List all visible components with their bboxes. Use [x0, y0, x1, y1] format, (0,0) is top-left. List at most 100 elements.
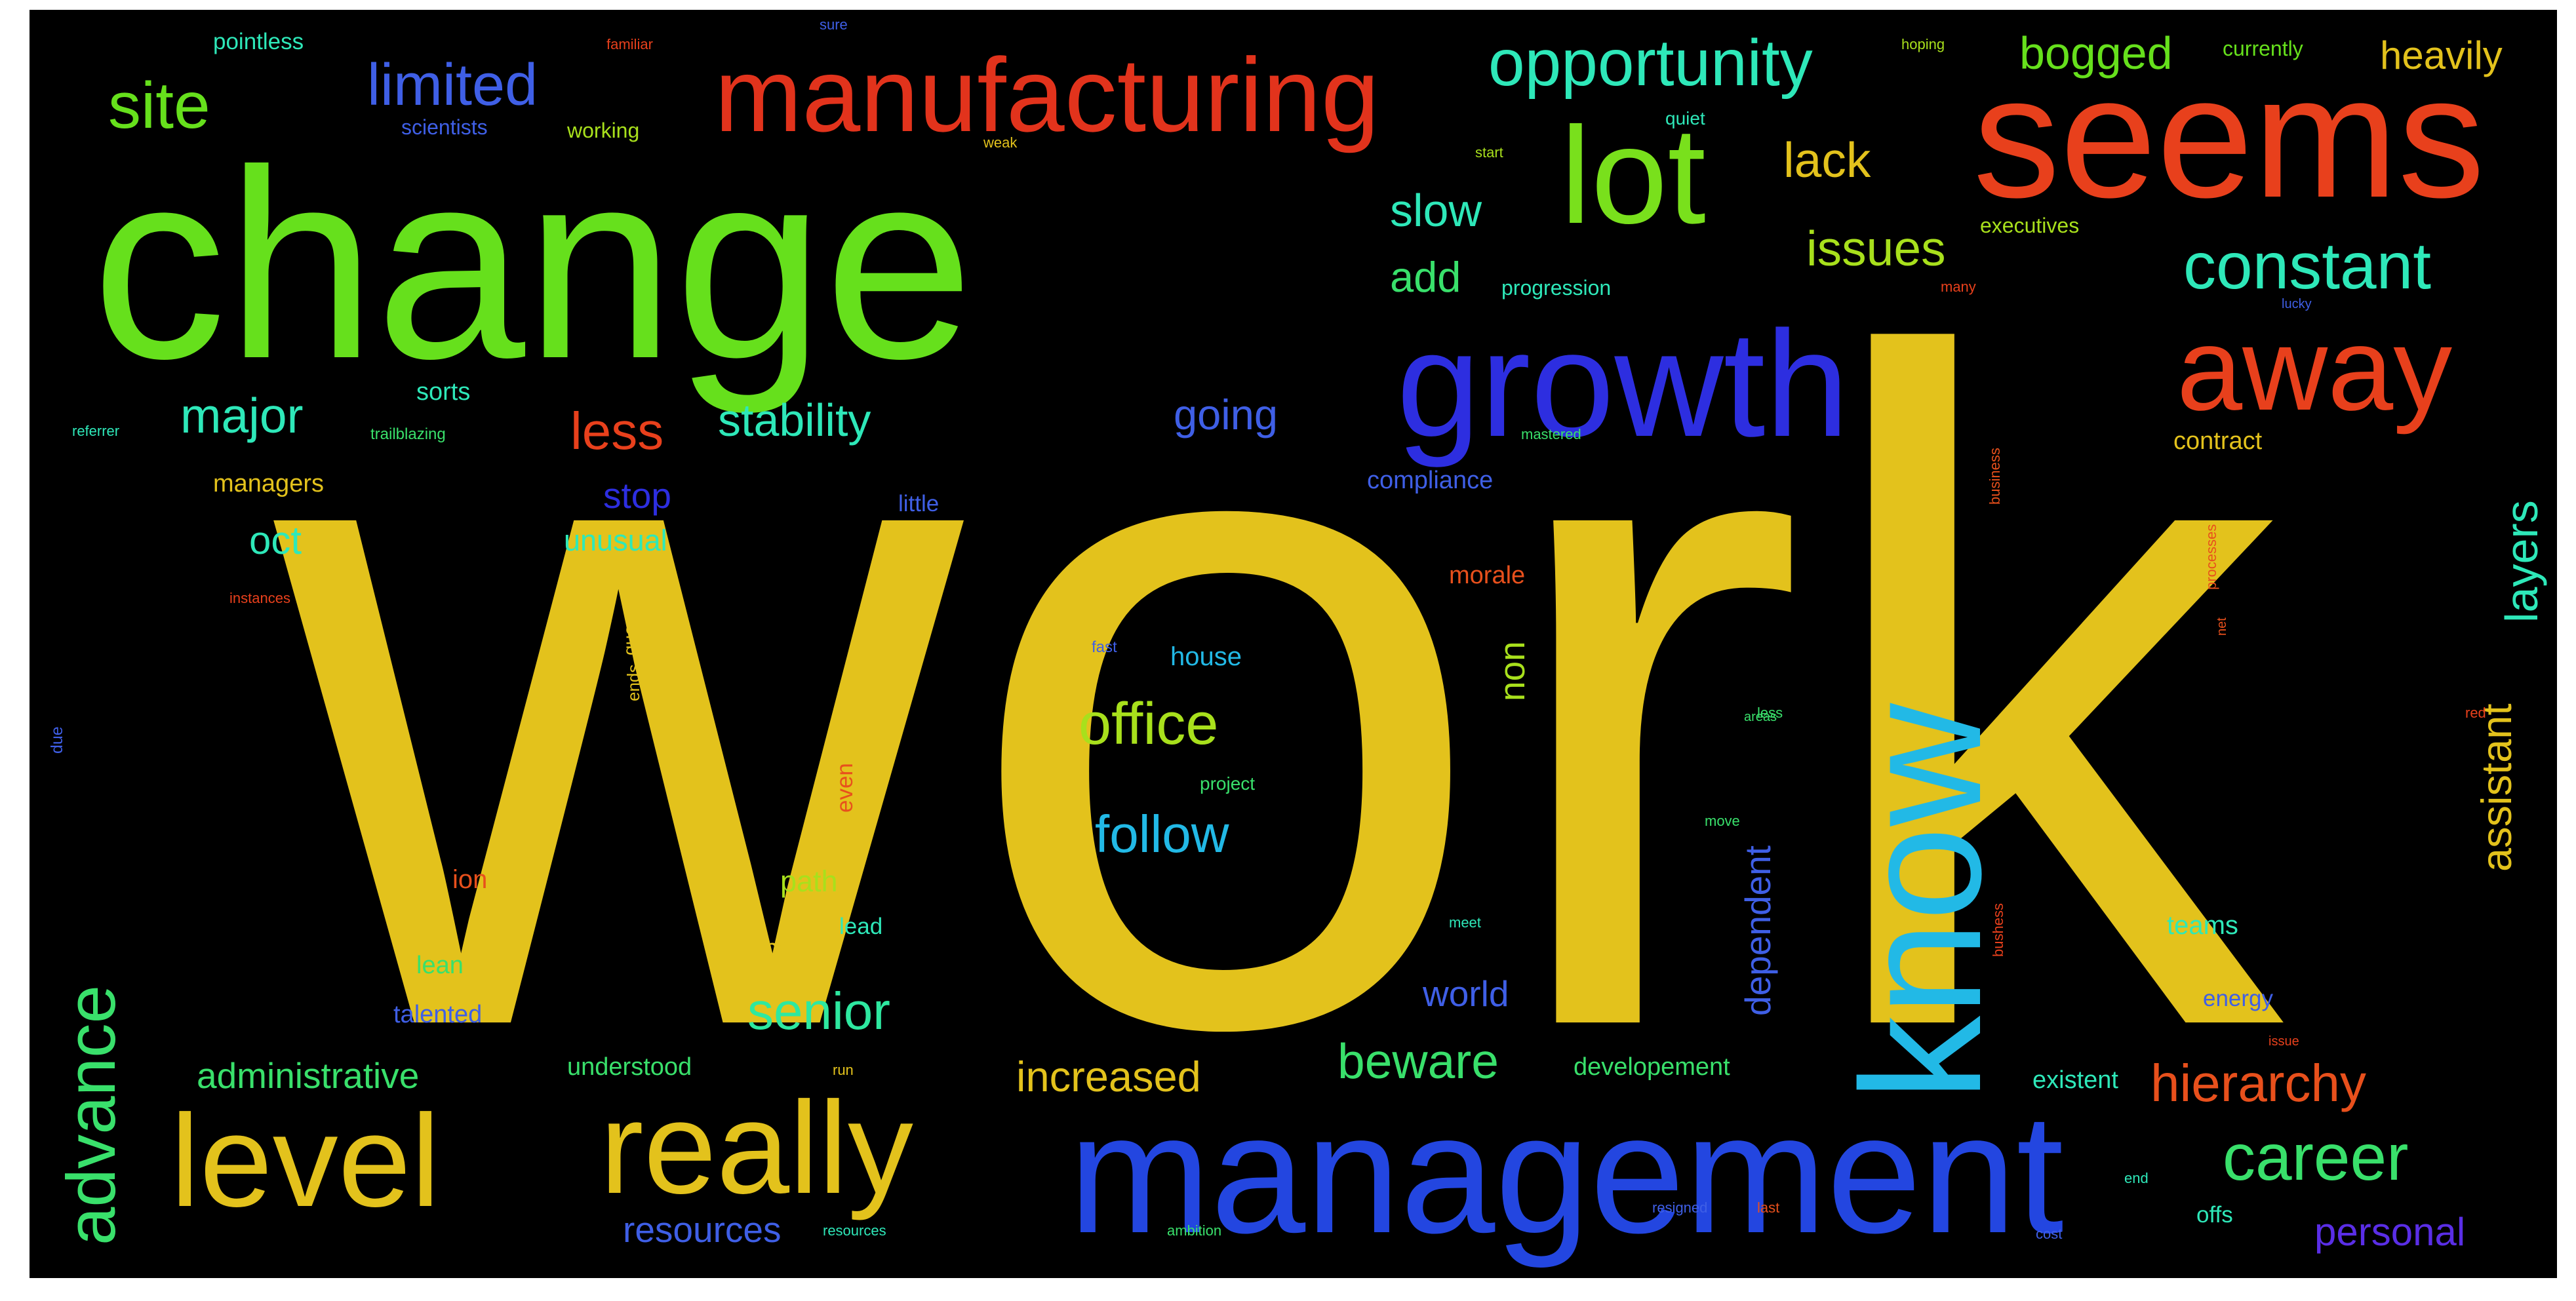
word-cloud-background [30, 10, 2557, 1278]
word-end: end [2124, 1170, 2149, 1186]
word-less: less [570, 402, 664, 460]
word-opportunity: opportunity [1488, 26, 1813, 100]
word-manufacturing: manufacturing [715, 36, 1379, 153]
word-world: world [1422, 973, 1509, 1014]
word-site: site [108, 69, 210, 142]
word-last: last [1757, 1199, 1779, 1216]
word-constant: constant [2183, 229, 2431, 303]
word-areas: areas [1744, 710, 1777, 724]
word-compliance: compliance [1367, 467, 1493, 494]
word-non: non [1492, 641, 1532, 701]
word-project: project [1200, 773, 1255, 794]
word-dependent: dependent [1737, 845, 1778, 1016]
word-ambition: ambition [1167, 1222, 1221, 1239]
word-familiar: familiar [606, 36, 653, 52]
word-managers: managers [213, 470, 324, 497]
word-oct: oct [249, 518, 302, 562]
word-major: major [180, 388, 304, 443]
word-issues: issues [1806, 221, 1946, 276]
word-administrative: administrative [197, 1055, 419, 1096]
word-progression: progression [1501, 276, 1611, 300]
word-processes: processes [2203, 524, 2219, 590]
word-contract: contract [2173, 427, 2263, 455]
word-office: office [1079, 691, 1219, 757]
word-executives: executives [1980, 214, 2079, 237]
word-sorts: sorts [416, 378, 470, 406]
word-beware: beware [1338, 1034, 1499, 1089]
word-business: business [1987, 448, 2003, 505]
word-issue: issue [2269, 1034, 2299, 1049]
word-management: management [1069, 1079, 2064, 1270]
word-morale: morale [1449, 562, 1525, 589]
word-growth: growth [1397, 300, 1849, 468]
word-energy: energy [2203, 986, 2274, 1011]
word-lead: lead [839, 914, 882, 939]
word-slow: slow [1390, 185, 1482, 236]
word-increased: increased [1016, 1053, 1201, 1100]
word-talented: talented [393, 1001, 482, 1028]
word-unusual: unusual [564, 524, 667, 557]
word-ends: ends [624, 665, 643, 701]
word-net: net [2215, 617, 2229, 636]
word-referrer: referrer [72, 423, 119, 439]
word-stability: stability [718, 395, 871, 446]
word-going: going [1174, 391, 1278, 438]
word-hierarchy: hierarchy [2150, 1054, 2366, 1112]
word-little: little [898, 491, 939, 516]
word-due: due [48, 726, 66, 754]
word-working: working [566, 119, 639, 142]
word-resigned: resigned [1652, 1199, 1707, 1216]
word-fast: fast [1092, 638, 1117, 656]
word-lack: lack [1783, 132, 1871, 187]
word-bogged: bogged [2019, 28, 2173, 79]
word-path: path [780, 864, 838, 898]
word-resources: resources [823, 1222, 886, 1239]
word-teams: teams [2167, 911, 2238, 940]
word-currently: currently [2223, 37, 2303, 60]
word-quo: quo [620, 625, 640, 655]
word-start: start [1475, 144, 1503, 161]
word-seems: seems [1973, 40, 2485, 234]
word-less: less [1757, 705, 1783, 721]
word-lucky: lucky [2282, 297, 2312, 311]
word-stop: stop [603, 475, 671, 516]
word-senior: senior [747, 982, 890, 1040]
word-limited: limited [367, 52, 538, 118]
word-lean: lean [416, 952, 464, 979]
word-know: know [1827, 701, 2017, 1101]
word-personal: personal [2314, 1210, 2465, 1254]
word-developement: developement [1574, 1053, 1730, 1081]
word-add: add [1390, 253, 1461, 301]
word-career: career [2223, 1121, 2408, 1194]
word-change: change [92, 114, 974, 416]
word-weak: weak [983, 134, 1018, 151]
word-even: even [832, 763, 858, 813]
word-many: many [1941, 279, 1976, 295]
word-hard: hard [764, 934, 816, 963]
word-offs: offs [2196, 1202, 2233, 1228]
word-existent: existent [2032, 1066, 2118, 1094]
word-move: move [1705, 813, 1740, 829]
word-scientists: scientists [401, 115, 488, 139]
word-ion: ion [452, 865, 487, 894]
word-mastered: mastered [1521, 426, 1581, 442]
word-bushess: bushess [1990, 903, 2006, 957]
word-pointless: pointless [213, 29, 304, 54]
word-instances: instances [229, 590, 290, 606]
word-trailblazing: trailblazing [370, 425, 446, 443]
word-resources: resources [623, 1209, 781, 1250]
word-follow: follow [1095, 805, 1229, 863]
word-layers: layers [2496, 500, 2547, 623]
word-run: run [833, 1062, 854, 1078]
word-quiet: quiet [1665, 108, 1705, 128]
word-house: house [1170, 642, 1242, 671]
word-understood: understood [567, 1053, 692, 1081]
word-work: work [260, 163, 2297, 1224]
word-sure: sure [820, 16, 848, 33]
word-really: really [600, 1075, 913, 1221]
word-away: away [2177, 303, 2452, 435]
word-advance: advance [53, 985, 130, 1245]
word-heavily: heavily [2380, 33, 2503, 77]
